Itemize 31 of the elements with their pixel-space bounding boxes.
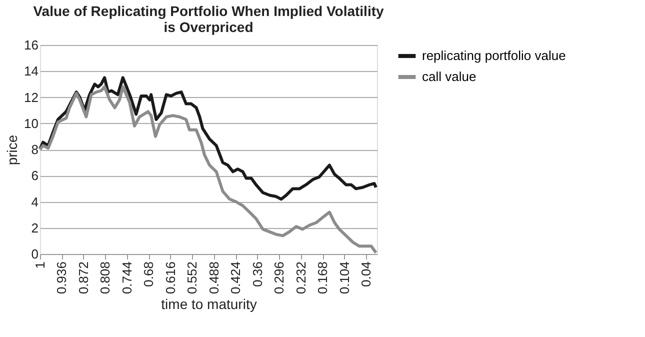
y-tick-label: 8	[31, 142, 38, 157]
text: Value of Replicating Portfolio When Implied Volatility	[33, 3, 384, 19]
y-tick-label: 6	[31, 168, 38, 184]
x-tick-label: 0.232	[293, 262, 308, 294]
legend-label: replicating portfolio value	[422, 48, 566, 63]
y-tick-label: 0	[31, 246, 38, 262]
x-tick-label: 0.616	[162, 262, 178, 294]
y-tick-label: 10	[24, 116, 38, 131]
x-axis-title: time to maturity	[161, 296, 257, 312]
x-tick-label: 0.488	[206, 262, 222, 294]
y-tick-label: 2	[31, 220, 38, 236]
x-tick-label: 0.36	[250, 262, 265, 287]
x-tick-label: 0.744	[119, 262, 134, 294]
x-tick-label: 0.296	[272, 262, 287, 294]
y-tick-label: 16	[24, 38, 38, 52]
text: is Overpriced	[164, 19, 254, 35]
x-tick-label: 0.424	[228, 262, 244, 294]
x-tick-label: 0.104	[336, 262, 352, 294]
y-axis-title: price	[4, 134, 20, 166]
x-tick-label: 1	[32, 262, 48, 269]
y-tick-label: 12	[24, 90, 38, 105]
x-tick-label: 0.872	[76, 262, 91, 294]
y-tick-label: 14	[24, 64, 38, 79]
legend-label: call value	[422, 69, 476, 84]
x-tick-label: 0.04	[358, 262, 374, 287]
x-tick-label: 0.168	[315, 262, 330, 294]
x-tick-label: 0.68	[141, 262, 156, 287]
x-tick-label: 0.808	[98, 262, 113, 294]
y-tick-label: 4	[31, 194, 38, 210]
x-tick-label: 0.552	[184, 262, 200, 294]
x-tick-label: 0.936	[54, 262, 70, 294]
